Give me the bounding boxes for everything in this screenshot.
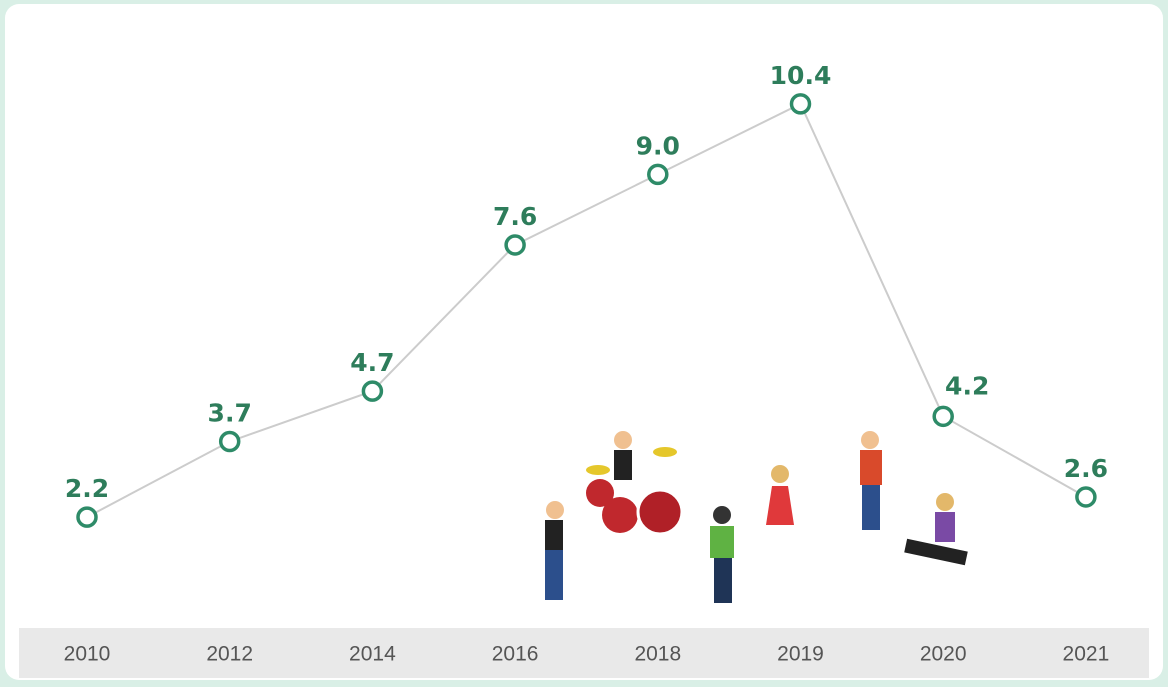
value-label: 10.4 (770, 61, 832, 90)
value-label: 2.6 (1064, 454, 1108, 483)
x-tick-label: 2012 (206, 643, 253, 666)
head (713, 506, 731, 524)
legs (862, 485, 880, 530)
axis-band (19, 628, 1149, 678)
x-tick-label: 2018 (634, 643, 681, 666)
x-tick-label: 2010 (64, 643, 111, 666)
body (545, 520, 563, 550)
value-label: 4.2 (945, 371, 989, 400)
value-label: 3.7 (208, 399, 252, 428)
point (361, 380, 384, 402)
point (504, 234, 526, 256)
data-line (86, 102, 1087, 519)
x-tick-label: 2016 (492, 643, 539, 666)
value-label: 9.0 (636, 131, 680, 160)
cymbal (653, 447, 677, 457)
drum (586, 479, 614, 507)
point (647, 163, 669, 186)
body (935, 512, 955, 542)
value-label: 7.6 (493, 202, 537, 231)
point (1075, 486, 1097, 508)
body (614, 450, 632, 480)
illustration (545, 431, 968, 603)
head (771, 465, 789, 483)
plot: 2.2 3.7 4.7 7.6 9.0 10.4 4.2 2.6 2010 2012 2014 201… (64, 61, 1110, 666)
body (860, 450, 882, 485)
dress (766, 486, 794, 525)
x-tick-label: 2021 (1063, 643, 1110, 666)
x-tick-label: 2014 (349, 643, 396, 666)
point (932, 405, 954, 428)
cymbal (586, 465, 610, 475)
legs (714, 558, 732, 603)
point (789, 93, 812, 115)
drum (602, 497, 638, 533)
panel (5, 4, 1163, 680)
keyboard (904, 538, 968, 566)
bass-drum (636, 488, 684, 536)
x-tick-label: 2020 (920, 643, 967, 666)
value-label: 2.2 (65, 474, 109, 503)
value-label: 4.7 (350, 348, 394, 377)
head (861, 431, 879, 449)
point (76, 506, 98, 528)
legs (545, 550, 563, 600)
body (710, 526, 734, 558)
head (936, 493, 954, 511)
head (614, 431, 632, 449)
point (218, 430, 241, 453)
x-tick-label: 2019 (777, 643, 824, 666)
head (546, 501, 564, 519)
